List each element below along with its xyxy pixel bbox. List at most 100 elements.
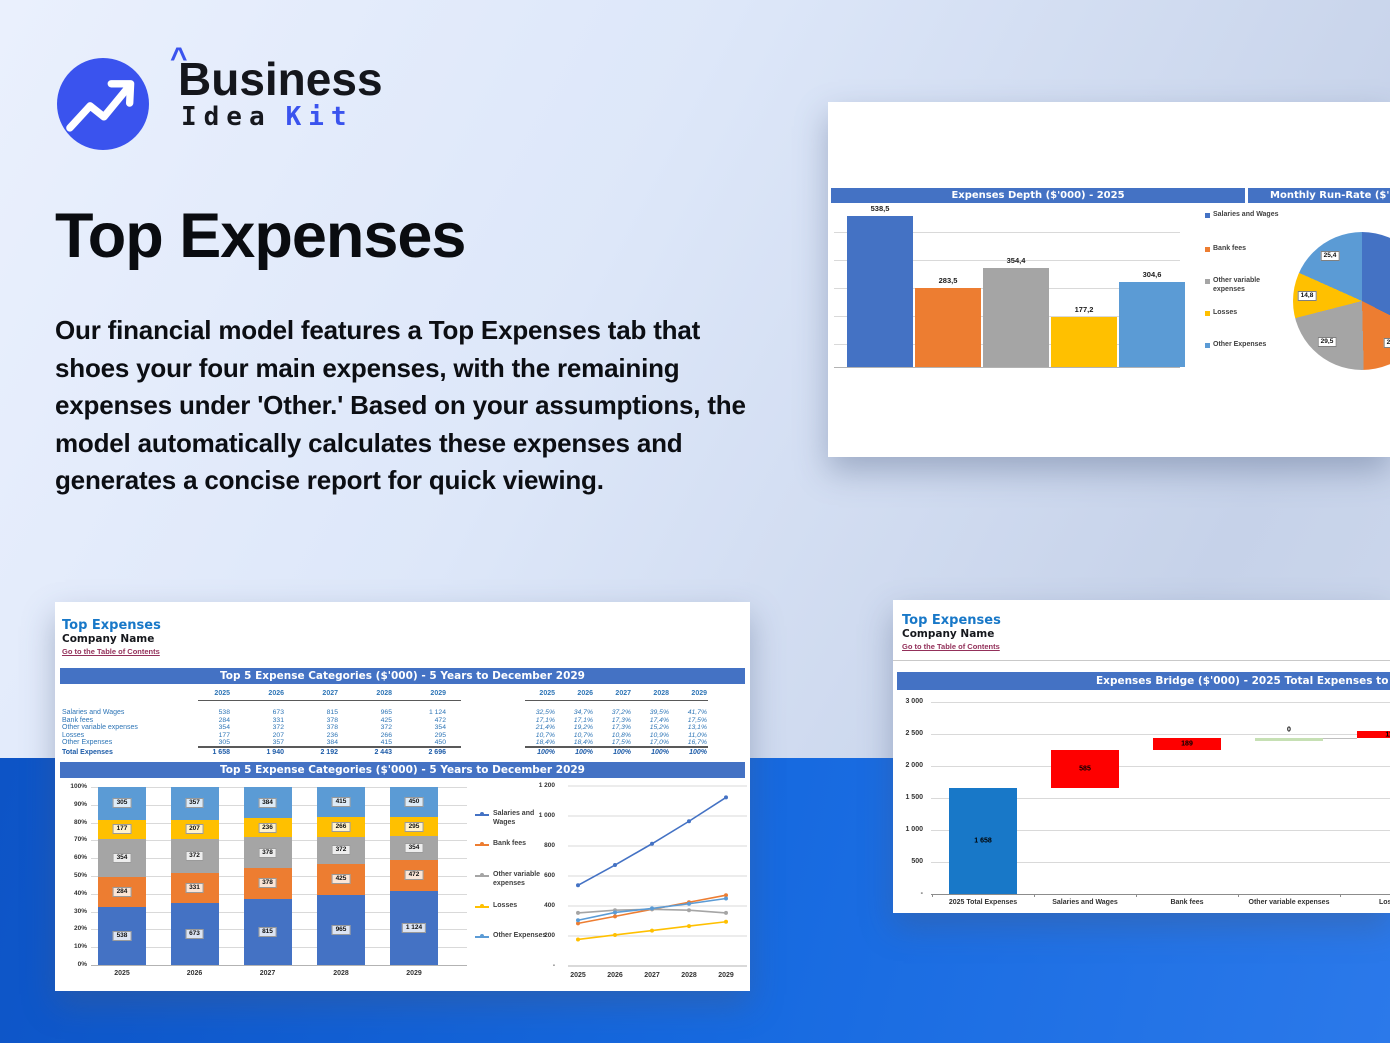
row-label: Other Expenses <box>62 739 113 746</box>
segment-value-label: 815 <box>258 926 277 937</box>
waterfall-value-label: 585 <box>1079 765 1091 773</box>
year-value-cell: 673 <box>272 709 284 716</box>
x-tick-label: 2028 <box>333 970 349 977</box>
year-value-cell: 236 <box>326 731 338 739</box>
brand-logo: Business ^ Idea Kit <box>57 42 477 158</box>
waterfall-bar <box>949 787 1017 894</box>
value-label: 538,5 <box>870 204 890 213</box>
table-row: Losses 177 207 236 266 295 10,7% 10,7% 10,8% 10,9… <box>62 732 724 740</box>
year-pct-cell: 17,3% <box>611 716 631 724</box>
bridge-chart-title: Expenses Bridge ($'000) - 2025 Total Exp… <box>897 672 1390 690</box>
brand-caret-accent: ^ <box>170 42 188 75</box>
segment-value-label: 1 124 <box>401 922 427 933</box>
x-tick-label: 2026 <box>186 970 203 977</box>
brand-name: Business <box>178 53 383 105</box>
y-tick-label: 50% <box>73 872 87 879</box>
year-value-cell: 1 940 <box>266 748 284 756</box>
table-row: Salaries and Wages 538 673 815 965 1 124 32,5%… <box>62 709 724 717</box>
table-of-contents-link[interactable]: Go to the Table of Contents <box>902 642 1000 651</box>
year-pct-cell: 19,2% <box>573 724 593 731</box>
y-tick-label: 800 <box>544 842 555 849</box>
table-row: Other Expenses 305 357 384 415 450 18,4% 18,4% 1… <box>62 739 724 747</box>
year-value-cell: 425 <box>380 716 392 724</box>
row-label: Salaries and Wages <box>62 709 125 716</box>
legend-marker <box>480 873 484 877</box>
segment-value-label: 372 <box>331 845 351 856</box>
legend-label: Losses <box>1213 309 1238 316</box>
axis-line <box>834 367 1180 368</box>
year-pct-cell: 21,4% <box>535 724 555 731</box>
bar <box>983 267 1049 367</box>
divider <box>893 660 1390 661</box>
legend-swatch <box>1205 213 1210 218</box>
pie-value-label: 25,4 <box>1320 251 1340 261</box>
year-pct-cell: 10,7% <box>535 731 555 739</box>
segment-value-label: 354 <box>112 852 132 863</box>
year-value-cell: 2029 <box>430 690 446 697</box>
year-pct-cell: 34,7% <box>573 709 593 716</box>
legend-label: Salaries and Wages <box>1213 211 1279 218</box>
y-tick-label: 400 <box>544 902 555 909</box>
waterfall-value-label: 1 658 <box>974 837 992 845</box>
year-pct-cell: 100% <box>651 748 669 756</box>
company-name: Company Name <box>902 628 995 640</box>
year-value-cell: 1 124 <box>428 709 446 716</box>
y-tick-label: 90% <box>73 800 87 808</box>
year-value-cell: 284 <box>218 716 230 724</box>
segment-value-label: 357 <box>185 798 204 809</box>
segment-value-label: 384 <box>258 797 277 808</box>
value-label: 304,6 <box>1142 269 1162 279</box>
year-value-cell: 2026 <box>268 690 284 697</box>
row-label: Losses <box>62 731 85 739</box>
segment-value-label: 965 <box>331 924 351 935</box>
y-tick-label: 1 000 <box>538 812 555 819</box>
legend-label: Other variable expenses <box>493 871 541 887</box>
year-value-cell: 2028 <box>376 690 392 697</box>
year-value-cell: 1 658 <box>212 748 230 756</box>
legend-label: Other Expenses <box>1213 341 1267 348</box>
year-pct-cell: 37,2% <box>611 709 631 716</box>
legend-swatch <box>1205 279 1210 284</box>
year-value-cell: 295 <box>434 731 446 739</box>
gap-cell <box>446 689 517 699</box>
segment-value-label: 354 <box>404 842 424 853</box>
bar <box>1051 317 1117 367</box>
gap-cell <box>446 732 517 740</box>
segment-value-label: 425 <box>331 874 351 885</box>
gridline <box>931 766 1390 767</box>
gridline <box>834 232 1180 233</box>
year-value-cell: 331 <box>272 716 284 724</box>
table-of-contents-link[interactable]: Go to the Table of Contents <box>62 647 160 656</box>
y-tick-label: 1 000 <box>905 826 923 833</box>
segment-value-label: 207 <box>185 824 204 835</box>
legend-label: Salaries and Wages <box>493 810 535 826</box>
pie-value-label: 29,5 <box>1317 337 1337 347</box>
y-tick-label: 600 <box>544 872 555 879</box>
bar <box>847 216 913 367</box>
year-pct-cell: 2026 <box>577 690 593 697</box>
segment-value-label: 236 <box>258 822 277 833</box>
year-value-cell: 815 <box>326 709 338 716</box>
expenses-depth-card: Expenses Depth ($'000) - 2025 Monthly Ru… <box>828 102 1390 457</box>
bar <box>1119 281 1185 367</box>
x-category-label: 2025 Total Expenses <box>948 899 1018 906</box>
x-category-label: Bank fees <box>1170 899 1204 906</box>
depth-chart-title: Expenses Depth ($'000) - 2025 <box>831 188 1245 203</box>
year-value-cell: 472 <box>434 716 446 724</box>
row-label: Total Expenses <box>62 748 113 756</box>
x-tick-label: 2029 <box>406 970 422 977</box>
waterfall-bar <box>1051 750 1119 788</box>
pie-value-label: 14,8 <box>1297 291 1317 301</box>
waterfall-value-label: 118 <box>1385 731 1390 739</box>
year-value-cell: 354 <box>218 724 230 731</box>
year-pct-cell: 39,5% <box>649 709 669 716</box>
brand-subtitle-kit: Kit <box>285 102 354 132</box>
year-pct-cell: 18,4% <box>573 739 593 746</box>
year-pct-cell: 10,7% <box>573 731 593 739</box>
year-pct-cell: 32,5% <box>535 709 555 716</box>
axis-tick <box>1136 894 1137 897</box>
y-tick-label: 70% <box>73 836 87 844</box>
year-pct-cell: 15,2% <box>649 724 669 731</box>
x-tick-label: 2026 <box>607 972 623 979</box>
